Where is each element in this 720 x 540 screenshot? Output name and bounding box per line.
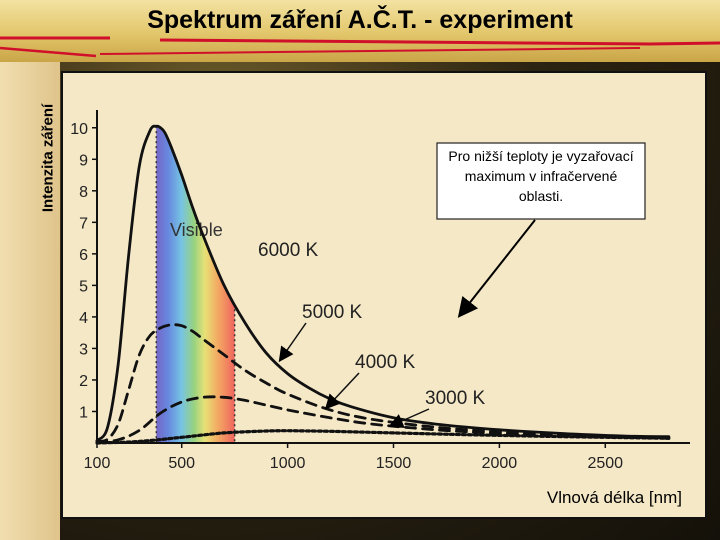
series-line-5000k [95, 323, 671, 443]
slide-title: Spektrum záření A.Č.T. - experiment [147, 6, 573, 34]
x-axis-label-bg [503, 482, 683, 510]
series-label-arrow [278, 322, 307, 363]
ylabel-strip [0, 62, 60, 540]
y-ticks: 1 2 3 4 5 6 7 8 9 10 [70, 121, 97, 421]
y-tick-label: 7 [79, 215, 88, 232]
callout-box [436, 142, 646, 220]
x-tick-label: 500 [168, 455, 195, 472]
x-tick-label: 2500 [587, 455, 623, 472]
series-label: 5000 K [302, 302, 363, 323]
visible-band: Visible [155, 126, 236, 443]
title-decor [0, 36, 720, 58]
decor-line [0, 46, 97, 58]
x-tick-label: 2000 [482, 455, 518, 472]
series-labels: 6000 K 5000 K 4000 K 3000 K [258, 240, 486, 428]
y-tick-label: 10 [70, 121, 88, 138]
series-line-6000k [95, 124, 671, 442]
x-tick-label: 1500 [376, 455, 412, 472]
callout-text-holder: Pro nižší teploty je vyzařovací maximum … [448, 148, 634, 204]
series-line-3000k [95, 429, 671, 445]
series-line-4000k [95, 395, 671, 444]
y-tick-label: 6 [79, 247, 88, 264]
callout: Pro nižší teploty je vyzařovací maximum … [436, 142, 646, 318]
y-tick-label: 5 [79, 278, 88, 295]
series-label: 4000 K [355, 352, 416, 373]
series-label: 3000 K [425, 388, 486, 409]
decor-line [99, 47, 641, 55]
x-ticks: 100 500 1000 1500 2000 2500 [84, 443, 623, 472]
visible-band-fill [156, 126, 235, 443]
series-label-arrow [388, 408, 430, 428]
x-tick-label: 1000 [270, 455, 306, 472]
callout-text: Pro nižší teploty je vyzařovací maximum … [448, 148, 634, 204]
callout-arrow [457, 219, 536, 318]
x-axis-label: Vlnová délka [nm] [547, 488, 682, 507]
y-tick-label: 1 [79, 404, 88, 421]
x-tick-label: 100 [84, 455, 111, 472]
y-tick-label: 8 [79, 184, 88, 201]
y-tick-label: 3 [79, 341, 88, 358]
decor-line [159, 38, 651, 46]
visible-band-label: Visible [170, 220, 223, 240]
y-tick-label: 2 [79, 373, 88, 390]
y-tick-label: 9 [79, 152, 88, 169]
y-tick-label: 4 [79, 310, 88, 327]
series-label: 6000 K [258, 240, 319, 261]
decor-line [649, 41, 720, 46]
series-label-arrow [324, 372, 360, 410]
series-lines [95, 124, 671, 445]
